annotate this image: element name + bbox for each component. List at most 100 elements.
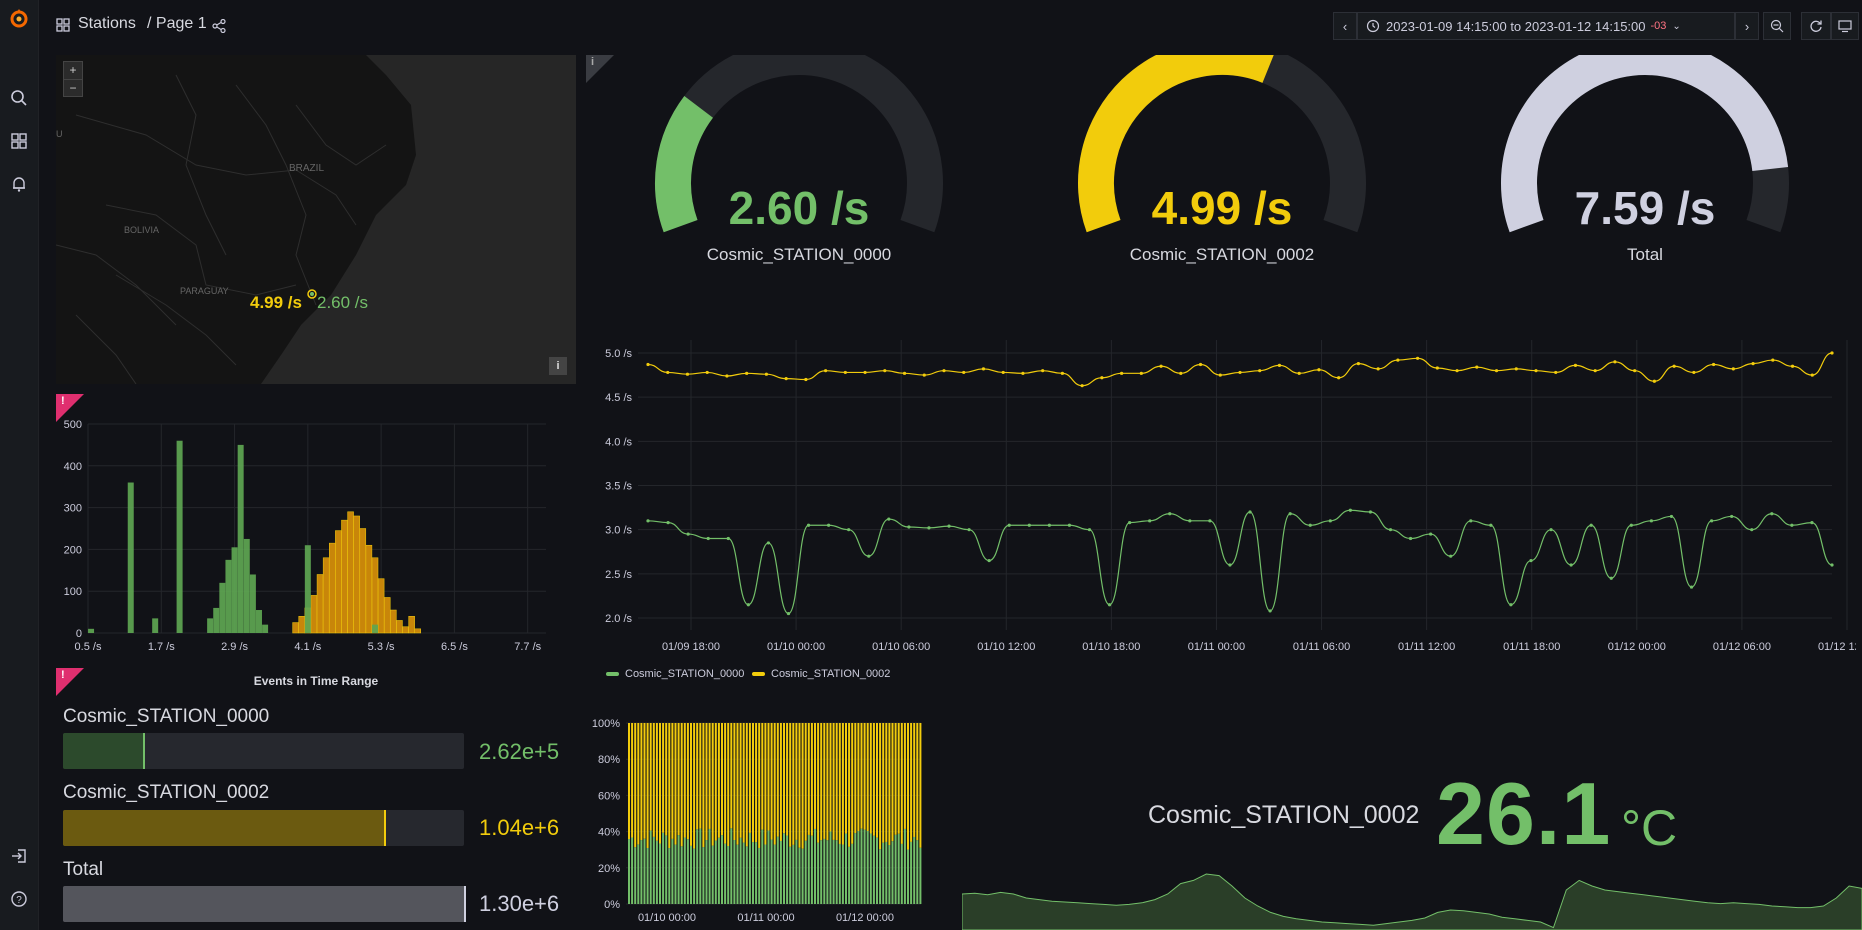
data-point xyxy=(745,371,749,375)
help-icon[interactable]: ? xyxy=(7,887,31,911)
stacked-bar-station-0000 xyxy=(814,828,816,904)
timeseries-chart[interactable]: 5.0 /s 4.5 /s 4.0 /s 3.5 /s 3.0 /s 2.5 /s 2.0 … xyxy=(586,313,1856,663)
stacked-bar-station-0002 xyxy=(674,723,677,845)
stacked-bar-station-0000 xyxy=(696,829,699,904)
stacked-bar-station-0000 xyxy=(643,838,646,904)
stacked-bar-station-0002 xyxy=(646,723,649,848)
map-marker-station-0000[interactable] xyxy=(310,292,314,296)
x-tick-label: 7.7 /s xyxy=(514,641,541,653)
dashboards-icon[interactable] xyxy=(7,129,31,153)
legend-item-station-0002[interactable]: Cosmic_STATION_0002 xyxy=(752,668,890,680)
map-marker-station-0002[interactable] xyxy=(307,289,317,299)
sign-in-icon[interactable] xyxy=(7,844,31,868)
bargauge-name-station-0000: Cosmic_STATION_0000 xyxy=(63,706,270,727)
svg-text:?: ? xyxy=(16,895,22,906)
time-forward-button[interactable]: › xyxy=(1735,12,1759,40)
stacked-bar-station-0000 xyxy=(801,848,804,904)
panel-warning-icon[interactable]: ! xyxy=(56,394,84,422)
stacked-bar-station-0002 xyxy=(767,723,770,831)
data-point xyxy=(686,532,690,536)
data-point xyxy=(1348,508,1352,512)
stacked-bar-station-0002 xyxy=(838,723,841,844)
geomap-panel[interactable]: BRAZIL BOLIVIA PARAGUAY U 4.99 /s 2.60 /… xyxy=(56,55,576,384)
data-point xyxy=(1238,370,1242,375)
histogram-chart[interactable]: 500 400 300 200 100 00.5 /s 1.7 /s 2.9 /s 4.1 /s… xyxy=(56,394,576,656)
y-tick-label: 40% xyxy=(598,827,620,839)
x-tick-label: 2.9 /s xyxy=(221,641,248,653)
stacked-bar-station-0000 xyxy=(863,829,866,904)
stacked-bar-station-0002 xyxy=(872,723,875,836)
gauge-fill xyxy=(1078,55,1274,233)
bell-icon[interactable] xyxy=(7,172,31,196)
histogram-bar-station-0000 xyxy=(176,440,183,633)
data-point xyxy=(1337,376,1341,380)
zoom-out-button[interactable] xyxy=(1763,12,1791,40)
sparkline-area xyxy=(962,873,1862,930)
map-zoom-in-button[interactable]: + xyxy=(69,63,77,77)
stacked-bar-panel[interactable]: 100% 80% 60% 40% 20% 0% 01/10 00:00 01/11 00:00… xyxy=(586,710,926,930)
gauge-label-total: Total xyxy=(1627,245,1663,264)
stacked-bar-station-0000 xyxy=(637,844,640,904)
stacked-bar-chart[interactable]: 100% 80% 60% 40% 20% 0% 01/10 00:00 01/11 00:00… xyxy=(586,710,926,930)
histogram-bar-station-0002 xyxy=(414,628,422,634)
data-point xyxy=(706,536,710,541)
data-point xyxy=(786,611,791,616)
stacked-bar-station-0002 xyxy=(897,723,900,834)
stacked-bar-station-0000 xyxy=(755,842,758,904)
stacked-bar-station-0002 xyxy=(786,723,789,836)
histogram-bar-station-0000 xyxy=(255,610,262,633)
stacked-bar-station-0002 xyxy=(773,723,776,845)
share-icon[interactable] xyxy=(212,19,226,33)
stacked-bar-station-0000 xyxy=(683,837,686,904)
stacked-bar-station-0000 xyxy=(900,843,903,904)
x-tick-label: 01/12 00:00 xyxy=(1608,641,1666,653)
data-point xyxy=(1790,364,1795,368)
histogram-bar-station-0000 xyxy=(304,545,311,633)
stacked-bar-station-0000 xyxy=(792,844,795,904)
stacked-bar-station-0000 xyxy=(789,846,792,904)
legend-item-station-0000[interactable]: Cosmic_STATION_0000 xyxy=(606,668,744,680)
stacked-bar-station-0000 xyxy=(742,842,745,904)
map-zoom-out-button[interactable]: − xyxy=(64,79,82,97)
data-point xyxy=(947,524,951,528)
stacked-bar-station-0000 xyxy=(773,844,776,904)
stacked-bar-station-0002 xyxy=(820,723,823,841)
data-point xyxy=(666,370,670,375)
tv-mode-button[interactable] xyxy=(1831,12,1859,40)
bargauge-panel: ! Events in Time Range xyxy=(56,668,576,930)
map-canvas[interactable]: BRAZIL BOLIVIA PARAGUAY U 4.99 /s 2.60 /… xyxy=(56,55,576,384)
map-label-paraguay: PARAGUAY xyxy=(180,286,229,296)
data-point xyxy=(827,523,831,527)
stacked-bar-station-0002 xyxy=(888,723,891,846)
timeseries-panel[interactable]: 5.0 /s 4.5 /s 4.0 /s 3.5 /s 3.0 /s 2.5 /s 2.0 … xyxy=(586,313,1856,690)
stacked-bar-station-0000 xyxy=(841,844,844,904)
histogram-bar-station-0002 xyxy=(292,622,299,634)
panel-warning-icon[interactable]: ! xyxy=(56,668,84,696)
x-tick-label: 01/11 06:00 xyxy=(1293,641,1350,653)
data-point xyxy=(824,369,828,373)
search-icon[interactable] xyxy=(7,86,31,110)
bargauge-name-station-0002: Cosmic_STATION_0002 xyxy=(63,782,270,803)
grafana-logo-icon[interactable] xyxy=(7,6,31,30)
x-tick-label: 5.3 /s xyxy=(368,641,395,653)
histogram-panel[interactable]: ! 500 400 300 200 100 0 0.5 /s 1.7 /s 2.9 /s 4.1 … xyxy=(56,394,576,656)
data-point xyxy=(1148,519,1152,523)
data-point xyxy=(1649,519,1653,523)
time-picker[interactable]: 2023-01-09 14:15:00 to 2023-01-12 14:15:… xyxy=(1357,12,1735,40)
histogram-bar-station-0002 xyxy=(316,574,324,634)
data-point xyxy=(1328,519,1332,523)
refresh-button[interactable] xyxy=(1801,12,1831,40)
histogram-bar-station-0000 xyxy=(243,538,250,633)
breadcrumb-page[interactable]: / Page 1 xyxy=(147,15,207,32)
data-point xyxy=(1268,609,1272,613)
time-back-button[interactable]: ‹ xyxy=(1333,12,1357,40)
panel-info-icon[interactable]: i xyxy=(586,55,614,83)
data-point xyxy=(1007,523,1011,527)
stacked-bar-station-0002 xyxy=(845,723,847,834)
gauge-fill xyxy=(1501,55,1789,233)
map-attribution-button[interactable]: i xyxy=(549,357,567,375)
stacked-bar-station-0002 xyxy=(686,723,689,840)
stacked-bar-station-0000 xyxy=(823,838,826,904)
bargauge-name-total: Total xyxy=(63,859,104,880)
breadcrumb-dashboard[interactable]: Stations xyxy=(78,15,136,32)
